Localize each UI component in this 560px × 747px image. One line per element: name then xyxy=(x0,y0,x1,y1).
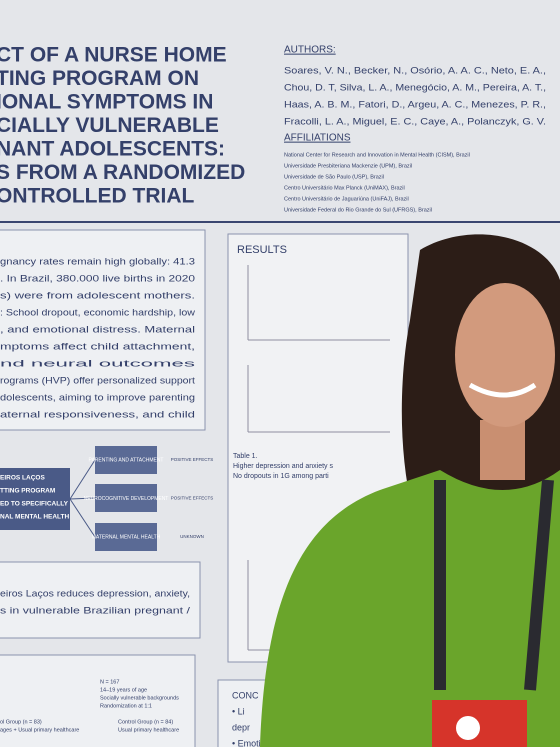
design-line: N = 167 xyxy=(100,679,119,685)
program-box xyxy=(0,468,70,530)
group-label: ol Group (n = 83) xyxy=(0,719,42,725)
conclusion-line: s in vulnerable Brazilian pregnant / xyxy=(0,605,191,615)
intro-line: gnancy rates remain high globally: 41.3 xyxy=(0,256,195,266)
title-line: NANT ADOLESCENTS: xyxy=(0,138,225,161)
face xyxy=(455,283,555,427)
conc-line: depr xyxy=(232,722,250,732)
connector xyxy=(69,459,96,538)
authors-heading: AUTHORS: xyxy=(284,45,336,56)
design-line: 14–19 years of age xyxy=(100,687,147,693)
outcome-label: MATERNAL MENTAL HEALTH xyxy=(92,534,161,540)
shirt xyxy=(260,470,560,747)
lanyard xyxy=(434,479,554,691)
results-heading: RESULTS xyxy=(237,244,287,256)
affiliation-line: Universidade de São Paulo (USP), Brazil xyxy=(284,174,384,180)
intro-line: , and emotional distress. Maternal xyxy=(0,324,195,334)
author-line: Soares, V. N., Becker, N., Osório, A. A.… xyxy=(284,65,546,75)
intro-panel xyxy=(0,229,206,431)
author-line: Chou, D. T, Silva, L. A., Menegócio, A. … xyxy=(284,82,546,92)
conclusion-line: eiros Laços reduces depression, anxiety, xyxy=(0,588,190,598)
conc-line: • Li xyxy=(232,706,245,716)
outcome-box xyxy=(95,446,157,474)
affiliation-line: National Center for Research and Innovat… xyxy=(284,152,470,158)
intro-line: : School dropout, economic hardship, low xyxy=(0,307,195,317)
neck xyxy=(480,420,525,480)
outcome-label: NEUROCOGNITIVE DEVELOPMENT xyxy=(84,496,169,502)
table-line: Higher depression and anxiety s xyxy=(233,463,334,470)
person xyxy=(260,234,560,747)
intro-line: . In Brazil, 380.000 live births in 2020 xyxy=(0,273,195,283)
design-line: Randomization at 1:1 xyxy=(100,703,152,709)
outcome-box xyxy=(95,523,157,551)
title-line: IONAL SYMPTOMS IN xyxy=(0,91,213,114)
conc-line: CONC xyxy=(232,690,259,700)
intro-line: nd neural outcomes xyxy=(0,358,196,368)
program-line: EIROS LAÇOS xyxy=(0,475,45,482)
title-line: CIALLY VULNERABLE xyxy=(0,114,219,137)
table-line: Table 1. xyxy=(233,453,258,460)
table-line: No dropouts in 1G among parti xyxy=(233,473,329,480)
smile xyxy=(468,382,537,398)
effect-label: POSITIVE EFFECTS xyxy=(171,457,214,462)
author-line: Haas, A. B. M., Fatori, D., Argeu, A. C.… xyxy=(284,99,546,109)
program-line: ED TO SPECIFICALLY xyxy=(0,501,69,508)
effect-label: UNKNOWN xyxy=(180,534,204,539)
conc-line: • Emoti xyxy=(232,738,261,747)
badge xyxy=(432,700,527,747)
design-line: Socially vulnerable backgrounds xyxy=(100,695,179,701)
program-line: NAL MENTAL HEALTH xyxy=(0,514,70,521)
intro-line: s) were from adolescent mothers. xyxy=(0,290,195,300)
badge-logo xyxy=(456,716,480,740)
affiliations-heading: AFFILIATIONS xyxy=(284,133,351,144)
group-label: Usual primary healthcare xyxy=(118,727,179,733)
intro-line: rograms (HVP) offer personalized support xyxy=(0,375,195,385)
group-label: Control Group (n = 84) xyxy=(118,719,173,725)
intro-line: dolescents, aiming to improve parenting xyxy=(0,392,195,402)
effect-label: POSITIVE EFFECTS xyxy=(171,496,214,501)
design-panel xyxy=(0,654,196,747)
outcome-box xyxy=(95,484,157,512)
outcome-label: PARENTING AND ATTACHMENT xyxy=(88,457,163,463)
title-line: ONTROLLED TRIAL xyxy=(0,185,194,208)
conclusion-panel xyxy=(0,561,201,639)
title-line: S FROM A RANDOMIZED xyxy=(0,161,245,184)
intro-line: mptoms affect child attachment, xyxy=(0,341,195,351)
affiliation-line: Centro Universitário Max Planck (UniMAX)… xyxy=(284,185,405,191)
title-line: TING PROGRAM ON xyxy=(0,67,199,90)
program-line: TTING PROGRAM xyxy=(0,488,55,495)
author-line: Fracolli, L. A., Miguel, E. C., Caye, A.… xyxy=(284,116,546,126)
affiliation-line: Universidade Presbiteriana Mackenzie (UP… xyxy=(284,163,412,169)
intro-line: aternal responsiveness, and child xyxy=(0,409,195,419)
title-line: CT OF A NURSE HOME xyxy=(0,44,227,67)
affiliation-line: Centro Universitário de Jaguariúna (UniF… xyxy=(284,196,409,202)
group-label: ages + Usual primary healthcare xyxy=(0,727,79,733)
affiliation-line: Universidade Federal do Rio Grande do Su… xyxy=(284,207,432,213)
